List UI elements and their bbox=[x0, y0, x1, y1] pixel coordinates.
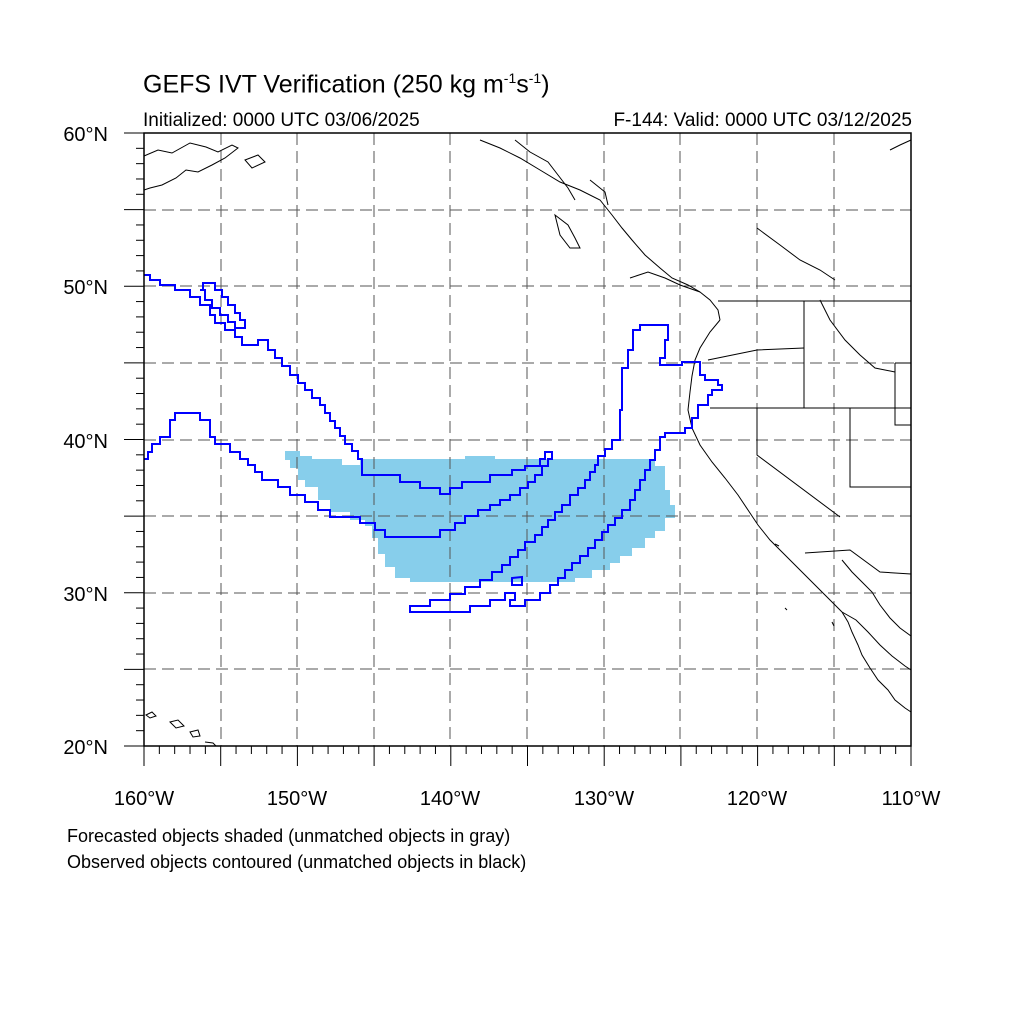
observed-legend-note: Observed objects contoured (unmatched ob… bbox=[67, 852, 527, 872]
lon-label-120w: 120°W bbox=[727, 788, 787, 810]
valid-time-label: F-144: Valid: 0000 UTC 03/12/2025 bbox=[613, 110, 912, 131]
lat-label-20n: 20°N bbox=[63, 737, 108, 759]
observed-contours bbox=[144, 274, 723, 613]
initialized-label: Initialized: 0000 UTC 03/06/2025 bbox=[143, 110, 420, 131]
graticule bbox=[144, 133, 911, 746]
lat-label-50n: 50°N bbox=[63, 277, 108, 299]
forecast-legend-note: Forecasted objects shaded (unmatched obj… bbox=[67, 826, 511, 846]
lon-label-160w: 160°W bbox=[114, 788, 174, 810]
plot-title: GEFS IVT Verification (250 kg m-1s-1) bbox=[143, 70, 550, 99]
lon-label-150w: 150°W bbox=[267, 788, 327, 810]
lat-label-60n: 60°N bbox=[63, 124, 108, 146]
coastlines bbox=[143, 139, 912, 747]
lat-label-40n: 40°N bbox=[63, 431, 108, 453]
lon-label-140w: 140°W bbox=[420, 788, 480, 810]
lon-label-110w: 110°W bbox=[882, 788, 941, 810]
lon-label-130w: 130°W bbox=[574, 788, 634, 810]
axis-ticks bbox=[124, 132, 912, 766]
lat-label-30n: 30°N bbox=[63, 584, 108, 606]
